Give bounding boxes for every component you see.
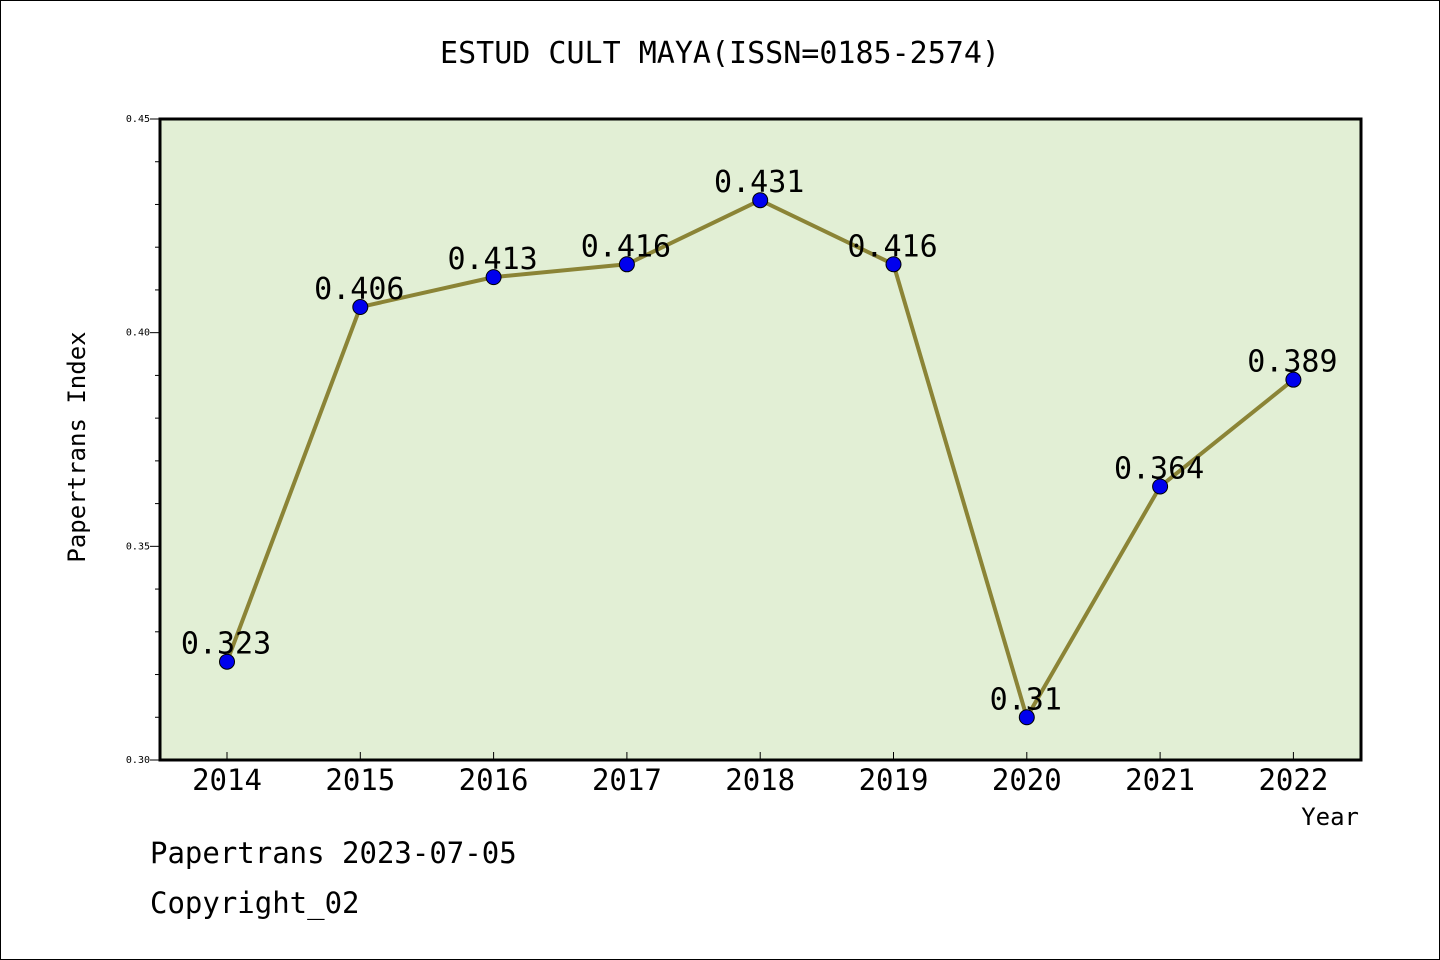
x-tick-label: 2015 xyxy=(325,763,395,797)
data-label: 0.31 xyxy=(990,682,1062,717)
chart-title: ESTUD CULT MAYA(ISSN=0185-2574) xyxy=(440,36,1000,71)
x-tick-label: 2018 xyxy=(725,763,795,797)
x-axis-label: Year xyxy=(1301,803,1359,831)
data-label: 0.416 xyxy=(581,229,671,264)
footer-copyright: Copyright_02 xyxy=(150,886,360,920)
data-point xyxy=(485,269,502,286)
data-point xyxy=(885,256,902,273)
x-tick-label: 2020 xyxy=(992,763,1062,797)
data-point xyxy=(1285,371,1302,388)
data-label: 0.416 xyxy=(847,229,937,264)
data-point xyxy=(1152,478,1169,495)
data-label: 0.389 xyxy=(1247,345,1337,380)
plot-area xyxy=(158,117,1363,762)
y-tick-label: 0.30 xyxy=(126,755,150,766)
x-tick-label: 2022 xyxy=(1258,763,1328,797)
data-label: 0.406 xyxy=(314,272,404,307)
x-tick-label: 2017 xyxy=(592,763,662,797)
data-label: 0.323 xyxy=(181,627,271,662)
x-tick-label: 2016 xyxy=(459,763,529,797)
x-tick-label: 2014 xyxy=(192,763,262,797)
y-tick-label: 0.45 xyxy=(126,114,150,125)
footer-date: Papertrans 2023-07-05 xyxy=(150,836,517,870)
y-tick-label: 0.35 xyxy=(126,541,150,552)
data-point xyxy=(618,256,635,273)
data-label: 0.364 xyxy=(1114,452,1204,487)
data-label: 0.431 xyxy=(714,165,804,200)
y-tick-label: 0.40 xyxy=(126,328,150,339)
data-point xyxy=(219,653,235,670)
x-tick-label: 2021 xyxy=(1125,763,1195,797)
data-point xyxy=(1018,709,1035,726)
y-axis-label: Papertrans Index xyxy=(63,331,91,562)
data-point xyxy=(352,299,369,316)
x-tick-label: 2019 xyxy=(859,763,929,797)
data-label: 0.413 xyxy=(447,242,537,277)
data-point xyxy=(752,192,769,209)
